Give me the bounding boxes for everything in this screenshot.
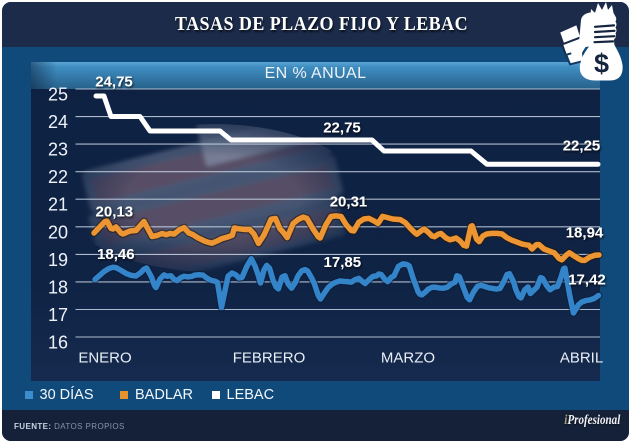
svg-text:$: $ — [594, 49, 609, 79]
svg-text:24: 24 — [48, 112, 68, 132]
svg-text:22,75: 22,75 — [323, 120, 361, 137]
svg-text:23: 23 — [48, 140, 68, 160]
svg-text:20,13: 20,13 — [96, 204, 134, 221]
svg-text:21: 21 — [48, 195, 68, 215]
svg-text:MARZO: MARZO — [381, 350, 435, 367]
svg-text:17,85: 17,85 — [324, 254, 362, 271]
svg-text:ENERO: ENERO — [78, 350, 131, 367]
svg-text:18,46: 18,46 — [97, 246, 135, 263]
svg-text:20: 20 — [48, 222, 68, 242]
svg-text:ABRIL: ABRIL — [560, 350, 603, 367]
svg-text:16: 16 — [48, 333, 68, 353]
svg-text:22: 22 — [48, 167, 68, 187]
svg-text:22,25: 22,25 — [563, 138, 601, 155]
svg-text:25: 25 — [48, 85, 68, 105]
svg-text:17,42: 17,42 — [568, 272, 606, 289]
svg-text:19: 19 — [48, 250, 68, 270]
svg-text:24,75: 24,75 — [95, 74, 133, 91]
svg-text:FEBRERO: FEBRERO — [233, 350, 306, 367]
svg-text:18,94: 18,94 — [566, 225, 604, 242]
svg-text:20,31: 20,31 — [330, 194, 368, 211]
svg-text:18: 18 — [48, 277, 68, 297]
svg-text:17: 17 — [48, 305, 68, 325]
